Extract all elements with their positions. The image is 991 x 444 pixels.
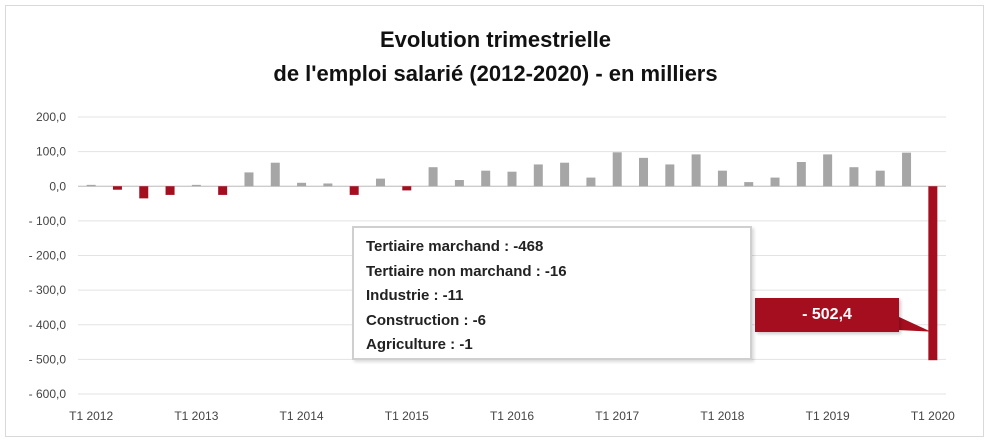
x-tick-label: T1 2015 [385,409,429,423]
callout-pointer [897,316,931,332]
y-tick-label: - 300,0 [29,283,67,297]
bar-t3-2014 [349,186,359,195]
bar-t1-2018 [717,170,727,187]
breakdown-tertiaire-non-marchand: Tertiaire non marchand : -16 [366,262,567,280]
bar-t1-2017 [612,152,622,187]
bar-t1-2013 [191,184,201,187]
bar-t1-2014 [297,182,307,187]
bar-t3-2018 [770,177,780,187]
bar-t1-2012 [86,184,96,187]
y-tick-label: - 500,0 [29,352,67,366]
breakdown-agriculture: Agriculture : -1 [366,336,473,353]
bar-t4-2018 [796,162,806,187]
bar-t3-2013 [244,172,254,187]
bar-t2-2014 [323,183,333,187]
bar-t2-2015 [428,167,438,187]
bar-t3-2012 [139,186,149,199]
x-tick-label: T1 2020 [911,409,955,423]
bar-t2-2019 [849,167,859,187]
y-tick-label: - 200,0 [29,249,67,263]
x-tick-label: T1 2014 [280,409,324,423]
bar-t4-2014 [375,178,385,187]
bar-t2-2018 [744,182,754,187]
bar-t4-2013 [270,162,280,187]
bar-t1-2020 [928,186,938,361]
y-tick-label: 100,0 [36,145,66,159]
x-tick-label: T1 2012 [69,409,113,423]
bar-t3-2015 [454,180,464,187]
breakdown-industrie: Industrie : -11 [366,287,464,304]
bar-t3-2016 [560,162,570,187]
chart-title-line-1: Evolution trimestrielle [379,27,612,52]
bar-t4-2012 [165,186,175,195]
x-tick-label: T1 2018 [700,409,744,423]
breakdown-construction: Construction : -6 [366,311,486,329]
sector-breakdown-box: Tertiaire marchand : -468 Tertiaire non … [352,226,752,360]
bar-t4-2019 [902,152,912,187]
y-tick-label: - 100,0 [29,214,67,228]
bar-t3-2017 [665,164,675,187]
bar-t2-2017 [639,157,649,187]
bar-t3-2019 [875,170,885,187]
bar-t4-2015 [481,170,491,187]
callout-total-value: - 502,4 [755,298,899,332]
bar-t1-2015 [402,186,412,191]
bar-t2-2012 [112,186,122,190]
x-tick-label: T1 2019 [806,409,850,423]
bar-t1-2019 [823,154,833,187]
breakdown-tertiaire-marchand: Tertiaire marchand : -468 [366,238,544,255]
chart-title-line-2: de l'emploi salarié (2012-2020) - en mil… [273,61,718,86]
y-tick-label: 0,0 [49,179,66,193]
y-tick-label: - 400,0 [29,318,67,332]
x-tick-label: T1 2017 [595,409,639,423]
x-tick-label: T1 2016 [490,409,534,423]
x-tick-label: T1 2013 [174,409,218,423]
bar-t2-2013 [218,186,228,195]
bar-t2-2016 [533,164,543,187]
y-tick-label: 200,0 [36,110,66,124]
bar-t1-2016 [507,171,517,187]
bar-t4-2016 [586,177,596,187]
bar-t4-2017 [691,154,701,187]
y-tick-label: - 600,0 [29,387,67,401]
